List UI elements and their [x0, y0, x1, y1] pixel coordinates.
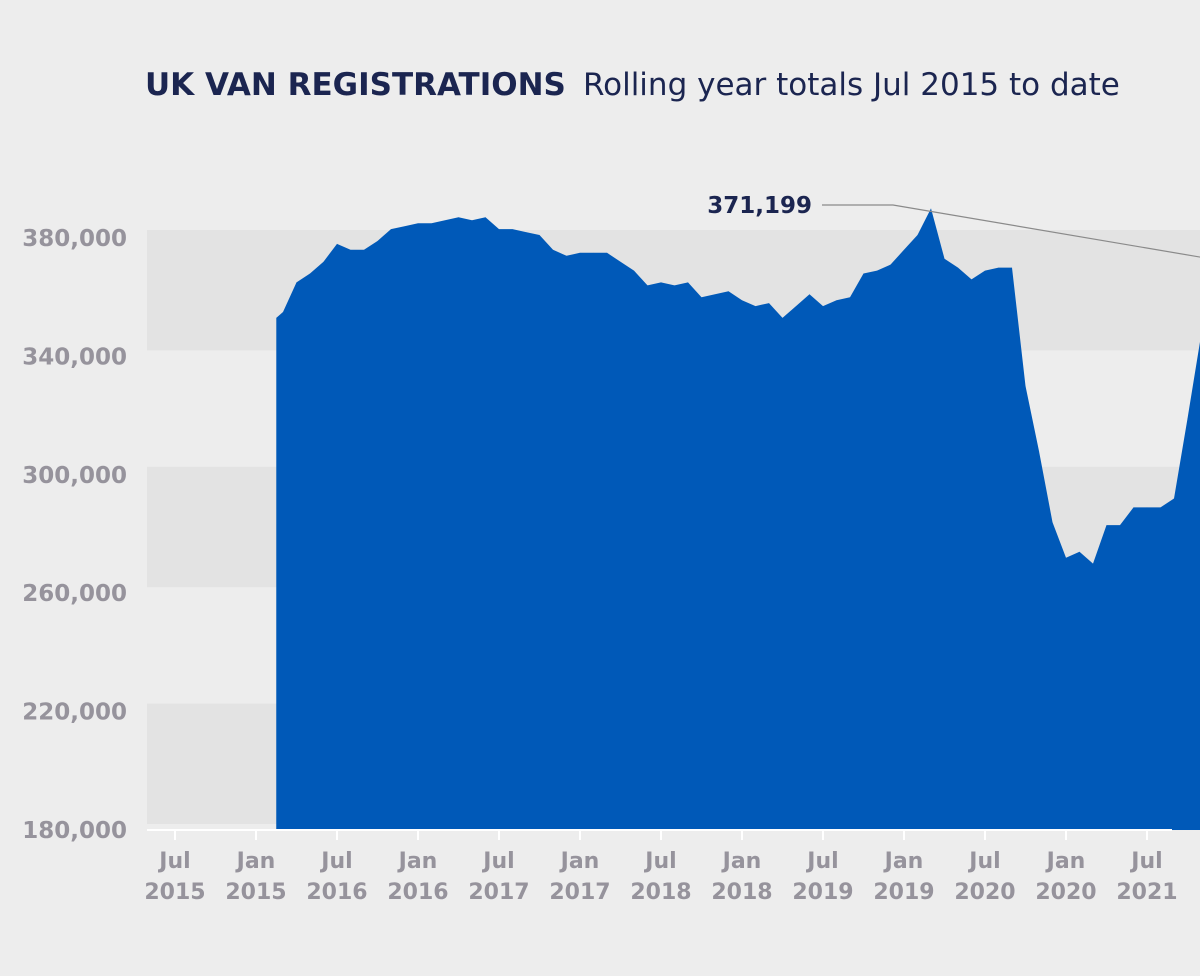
chart-subtitle: Rolling year totals Jul 2015 to date: [583, 67, 1120, 103]
x-tick-label-month: Jul: [967, 849, 1000, 874]
chart-title: UK VAN REGISTRATIONS Rolling year totals…: [145, 67, 1120, 103]
y-tick-label: 380,000: [22, 226, 127, 252]
x-tick-label-year: 2015: [225, 880, 286, 905]
series-area: [276, 208, 1200, 830]
y-tick-label: 300,000: [22, 463, 127, 489]
x-tick-label-year: 2021: [1116, 880, 1177, 905]
x-tick-label-month: Jul: [643, 849, 676, 874]
x-tick-label-year: 2020: [1035, 880, 1096, 905]
x-tick-label-year: 2019: [792, 880, 853, 905]
x-tick-label-month: Jan: [1045, 849, 1086, 874]
x-tick-label-year: 2019: [873, 880, 934, 905]
x-tick-label-year: 2018: [630, 880, 691, 905]
x-tick-label-month: Jul: [157, 849, 190, 874]
x-tick-label-year: 2017: [549, 880, 610, 905]
annotation-leader-line: [822, 204, 1200, 258]
x-tick-label-year: 2015: [144, 880, 205, 905]
x-axis: Jul 2015 Jan 2015 Jul 2016 Jan 2016 Jul 2017 Jan 20…: [144, 829, 1178, 905]
x-tick-label-month: Jul: [481, 849, 514, 874]
x-tick-label-year: 2016: [306, 880, 367, 905]
y-tick-label: 340,000: [22, 344, 127, 370]
x-tick-label-year: 2017: [468, 880, 529, 905]
x-tick-label-month: Jan: [235, 849, 276, 874]
x-tick-label-year: 2018: [711, 880, 772, 905]
y-tick-label: 180,000: [22, 818, 127, 844]
y-tick-label: 260,000: [22, 581, 127, 607]
x-tick-label-month: Jul: [1129, 849, 1162, 874]
x-tick-label-month: Jan: [397, 849, 438, 874]
x-tick-label-month: Jan: [721, 849, 762, 874]
chart-title-bold: UK VAN REGISTRATIONS: [145, 67, 566, 103]
annotation-callout: 371,199: [707, 193, 1200, 258]
annotation-label: 371,199: [707, 193, 812, 219]
x-tick-label-month: Jul: [319, 849, 352, 874]
data-points: [276, 208, 1188, 564]
x-tick-label-month: Jan: [559, 849, 600, 874]
x-tick-label-year: 2020: [954, 880, 1015, 905]
x-tick-label-year: 2016: [387, 880, 448, 905]
x-tick-label-month: Jan: [883, 849, 924, 874]
x-tick-label-month: Jul: [805, 849, 838, 874]
y-axis: 180,000 220,000 260,000 300,000 340,000 380,0…: [22, 226, 127, 844]
y-tick-label: 220,000: [22, 700, 127, 726]
